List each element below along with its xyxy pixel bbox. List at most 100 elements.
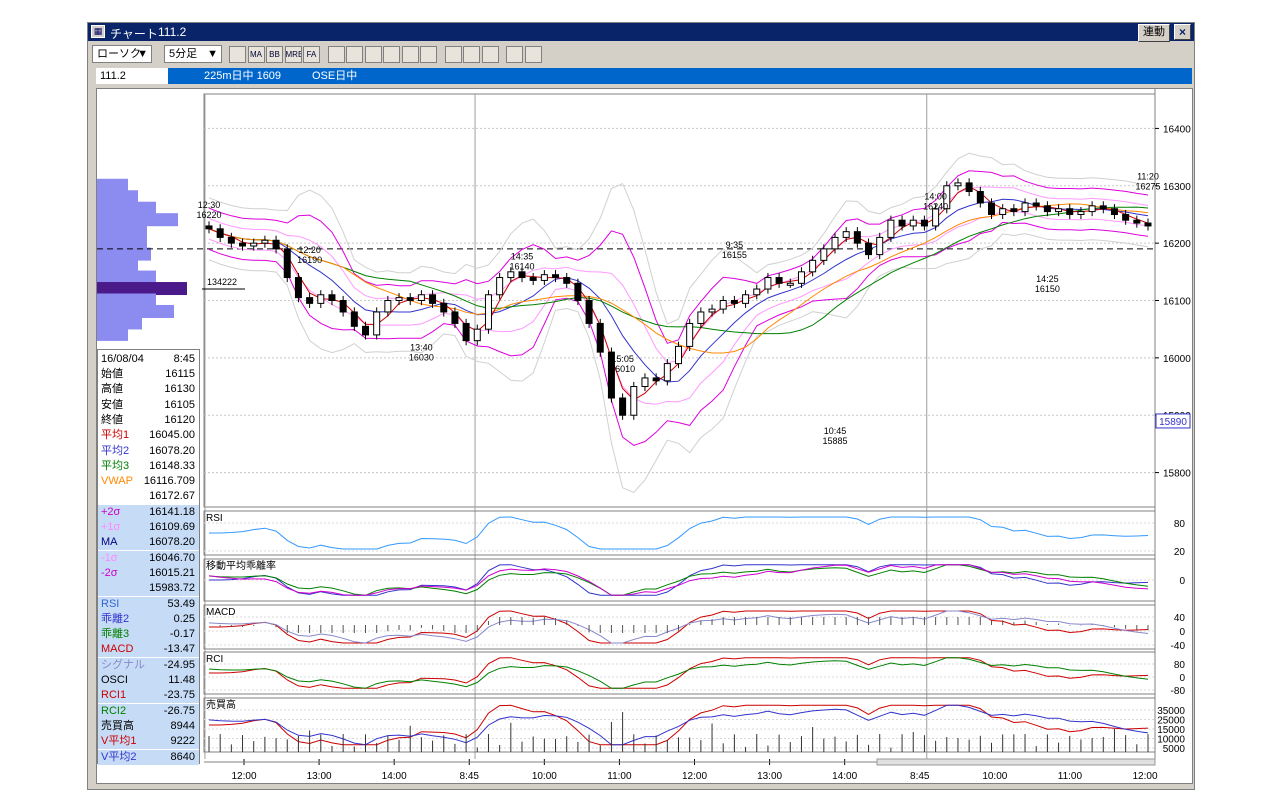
indicator-line [209,657,1149,689]
candle-body [988,202,995,215]
price-tick-label: 16300 [1163,182,1191,193]
interval-select[interactable]: 5分足 ▼ [164,45,222,63]
candle-body [876,236,884,256]
mre-icon[interactable]: MRE [284,46,302,63]
price-tick-label: 15800 [1163,469,1191,480]
grid-icon[interactable] [420,46,437,63]
candle-body [317,294,325,304]
candle-body [630,386,638,416]
data-panel-value: 16116.709 [143,475,195,488]
data-panel-key: 乖離2 [101,612,130,625]
data-panel-row: MA 16078.20 [98,535,199,551]
data-panel-row: 乖離2 0.25 [98,611,199,627]
line-icon[interactable] [327,46,345,63]
candle-body [339,300,347,313]
zoom-icon[interactable] [383,46,400,63]
data-panel-value: -24.95 [163,658,195,671]
symbol-info-bar: 111.2 225m日中 1609 OSE日中 [96,68,1192,84]
vwap-line [208,203,1149,354]
annotation-time: 14:25 [1036,274,1059,284]
subpanel-tick-label: 25000 [1157,716,1185,727]
horizontal-scrollbar [876,758,1156,766]
candle-body [350,311,358,327]
clear-icon[interactable] [524,46,542,63]
data-panel-header: 16/08/04 8:45 [98,352,199,367]
fa-icon[interactable]: FA [303,46,320,63]
candle-body [730,300,738,304]
scale-icon[interactable] [364,46,382,63]
annotation-price: 16150 [1035,284,1060,294]
candle-body [686,322,694,347]
candle-body [250,242,258,247]
candle-body [943,185,951,210]
candle-body [205,225,213,230]
subpanel-title: MACD [206,607,235,618]
data-panel-value: 15983.72 [149,582,195,595]
volume-profile-bar [97,224,147,238]
data-panel-key: V平均1 [101,735,137,748]
chart-area[interactable]: 1640016300162001610016000159001580013422… [96,88,1193,784]
bollinger-3sigma-upper [208,152,1149,325]
data-panel-row: 乖離3 -0.17 [98,627,199,643]
link-button[interactable]: 連動 [1138,24,1170,42]
data-panel-key: +1σ [101,521,121,533]
data-panel-key: 始値 [101,368,123,380]
close-icon[interactable]: × [1174,24,1191,40]
candle-body [976,191,984,204]
volume-profile-bar [97,236,147,250]
candle-body [786,282,794,286]
data-panel-value: 16130 [164,383,195,396]
data-panel-value: 16172.67 [149,490,195,503]
data-panel-value: 8944 [170,719,195,732]
toolbar: ローソク ▼ 5分足 ▼ MABBMREFA [88,43,1194,67]
target-icon[interactable] [506,46,523,63]
chart-canvas[interactable]: 1640016300162001610016000159001580013422… [97,89,1192,783]
volume-profile-bar [97,178,128,192]
data-panel-value: 16109.69 [149,521,195,533]
candle-body [887,219,895,238]
candle-body [484,294,492,330]
candle-body [742,294,750,304]
annotation-time: 14:35 [511,252,534,262]
volume-profile-bar [97,190,138,204]
data-panel-value: 16015.21 [149,566,195,579]
candle-body [1066,208,1074,215]
chart-type-select[interactable]: ローソク ▼ [92,45,152,63]
candle-body [607,351,615,399]
data-panel-value: 53.49 [167,597,195,610]
trend-icon[interactable] [346,46,363,63]
price-tick-label: 16400 [1163,124,1191,135]
ma-icon[interactable]: MA [247,46,265,63]
eraser-icon[interactable] [481,46,499,63]
subpanel-tick-label: 40 [1174,613,1186,624]
title-bar: ▦ チャート 111.2 連動 × [88,23,1194,42]
candle-body [932,208,940,227]
time-tick-label: 10:00 [982,771,1007,782]
data-panel-row: 平均3 16148.33 [98,459,199,474]
chevron-down-icon: ▼ [207,48,218,60]
data-panel-row: -2σ 16015.21 [98,565,199,581]
data-panel-value: 8640 [170,750,195,763]
candle-body [764,277,772,290]
price-tick-label: 16200 [1163,239,1191,250]
indicator-icon[interactable] [401,46,419,63]
annotation-time: 15:05 [611,354,634,364]
chart-settings-icon[interactable] [229,46,246,63]
subpanel-tick-label: 80 [1174,660,1186,671]
candle-body [496,277,504,296]
pointer-icon[interactable] [463,46,480,63]
subpanel-tick-label: 80 [1174,519,1186,530]
chart-window: ▦ チャート 111.2 連動 × ローソク ▼ 5分足 ▼ MABBMREFA… [87,22,1195,790]
subpanel-frame [203,697,1156,753]
data-panel-value: 16045.00 [149,429,195,442]
candle-body [1133,219,1141,224]
time-tick-label: 8:45 [460,771,480,782]
candle-body [395,297,403,301]
interval-value: 5分足 [169,48,198,60]
pen-icon[interactable] [444,46,462,63]
bb-icon[interactable]: BB [266,46,283,63]
volume-profile-bar [97,201,156,215]
bollinger-2sigma-lower [208,221,1149,446]
candle-body [306,297,314,304]
annotation-time: 12:20 [298,245,321,255]
